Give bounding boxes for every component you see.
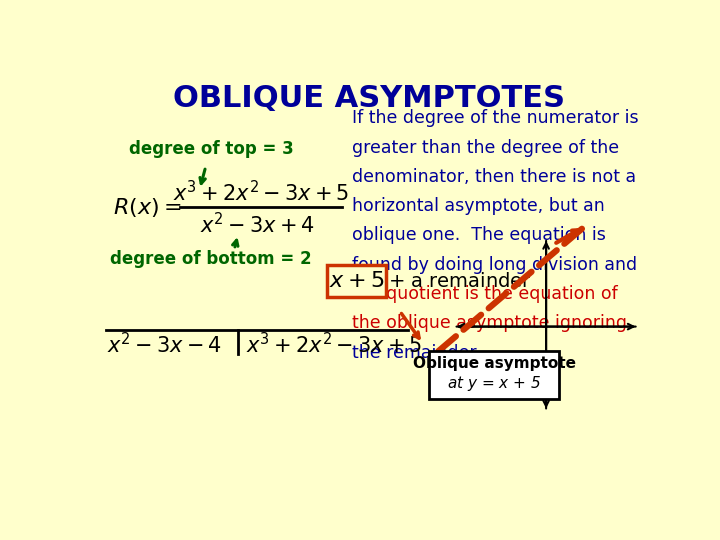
Text: $x^2-3x-4$: $x^2-3x-4$ — [107, 332, 222, 357]
Text: $x^3+2x^2-3x+5$: $x^3+2x^2-3x+5$ — [173, 180, 349, 205]
Text: horizontal asymptote, but an: horizontal asymptote, but an — [352, 197, 605, 215]
Text: the oblique asymptote ignoring: the oblique asymptote ignoring — [352, 314, 627, 332]
Text: greater than the degree of the: greater than the degree of the — [352, 139, 619, 157]
Text: $R(x){=}$: $R(x){=}$ — [113, 195, 182, 219]
Text: Oblique asymptote: Oblique asymptote — [413, 356, 575, 371]
Text: $x+5$: $x+5$ — [329, 271, 384, 291]
Text: $x^2-3x+4$: $x^2-3x+4$ — [200, 212, 315, 238]
FancyBboxPatch shape — [429, 351, 559, 399]
Text: degree of top = 3: degree of top = 3 — [129, 140, 294, 159]
FancyBboxPatch shape — [328, 265, 386, 298]
Text: degree of bottom = 2: degree of bottom = 2 — [110, 250, 312, 268]
Text: the remainder.: the remainder. — [352, 343, 480, 362]
Text: at $y$ = $x$ + 5: at $y$ = $x$ + 5 — [447, 374, 541, 393]
Text: If the degree of the numerator is: If the degree of the numerator is — [352, 110, 639, 127]
Text: found by doing long division and: found by doing long division and — [352, 256, 637, 274]
Text: OBLIQUE ASYMPTOTES: OBLIQUE ASYMPTOTES — [173, 84, 565, 113]
Text: denominator, then there is not a: denominator, then there is not a — [352, 168, 636, 186]
Text: the quotient is the equation of: the quotient is the equation of — [352, 285, 618, 303]
Text: $x^3+2x^2-3x+5$: $x^3+2x^2-3x+5$ — [246, 332, 422, 357]
Text: oblique one.  The equation is: oblique one. The equation is — [352, 226, 606, 245]
Text: $+$ a remainder: $+$ a remainder — [388, 272, 532, 291]
